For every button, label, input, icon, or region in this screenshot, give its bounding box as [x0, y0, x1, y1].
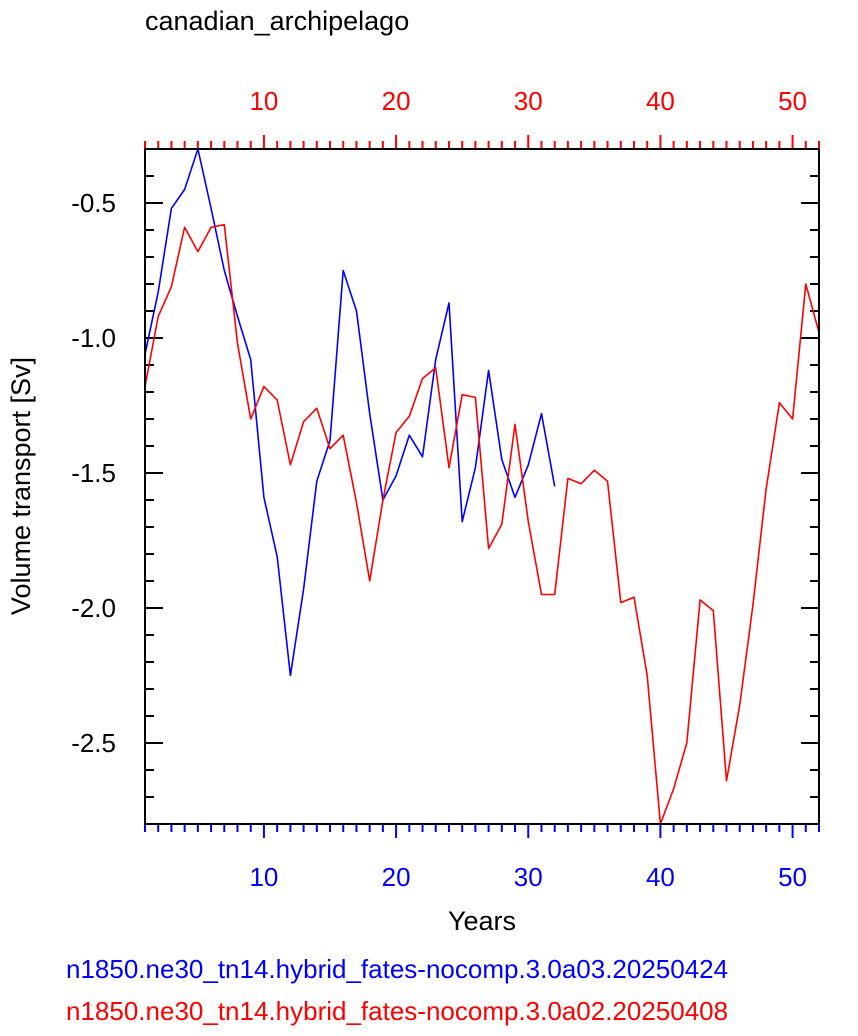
- y-tick-label: -1.5: [71, 458, 116, 488]
- x-axis-label: Years: [448, 906, 516, 936]
- x-tick-label-bottom: 20: [382, 862, 411, 892]
- bottom-axis: 10 20 30 40 50: [144, 824, 820, 892]
- left-axis: -0.5 -1.0 -1.5 -2.0 -2.5: [71, 148, 163, 825]
- x-tick-label-top: 20: [382, 86, 411, 116]
- x-tick-label-bottom: 30: [514, 862, 543, 892]
- legend-series-1: n1850.ne30_tn14.hybrid_fates-nocomp.3.0a…: [66, 954, 728, 984]
- series-line-1: [144, 148, 556, 677]
- y-tick-label: -0.5: [71, 188, 116, 218]
- top-axis: 10 20 30 40 50: [144, 86, 820, 149]
- x-tick-label-top: 10: [249, 86, 278, 116]
- x-tick-label-top: 50: [778, 86, 807, 116]
- right-axis: [801, 148, 819, 825]
- legend-series-2: n1850.ne30_tn14.hybrid_fates-nocomp.3.0a…: [66, 996, 728, 1026]
- x-tick-label-top: 30: [514, 86, 543, 116]
- y-tick-label: -2.0: [71, 593, 116, 623]
- y-axis-label: Volume transport [Sv]: [6, 357, 36, 615]
- x-tick-label-bottom: 50: [778, 862, 807, 892]
- series-lines: [144, 148, 820, 825]
- chart-title: canadian_archipelago: [145, 6, 409, 36]
- y-tick-label: -1.0: [71, 323, 116, 353]
- x-tick-label-bottom: 40: [646, 862, 675, 892]
- plot-frame: [144, 148, 820, 825]
- y-tick-label: -2.5: [71, 728, 116, 758]
- x-tick-label-bottom: 10: [249, 862, 278, 892]
- series-line-2: [144, 223, 820, 825]
- x-tick-label-top: 40: [646, 86, 675, 116]
